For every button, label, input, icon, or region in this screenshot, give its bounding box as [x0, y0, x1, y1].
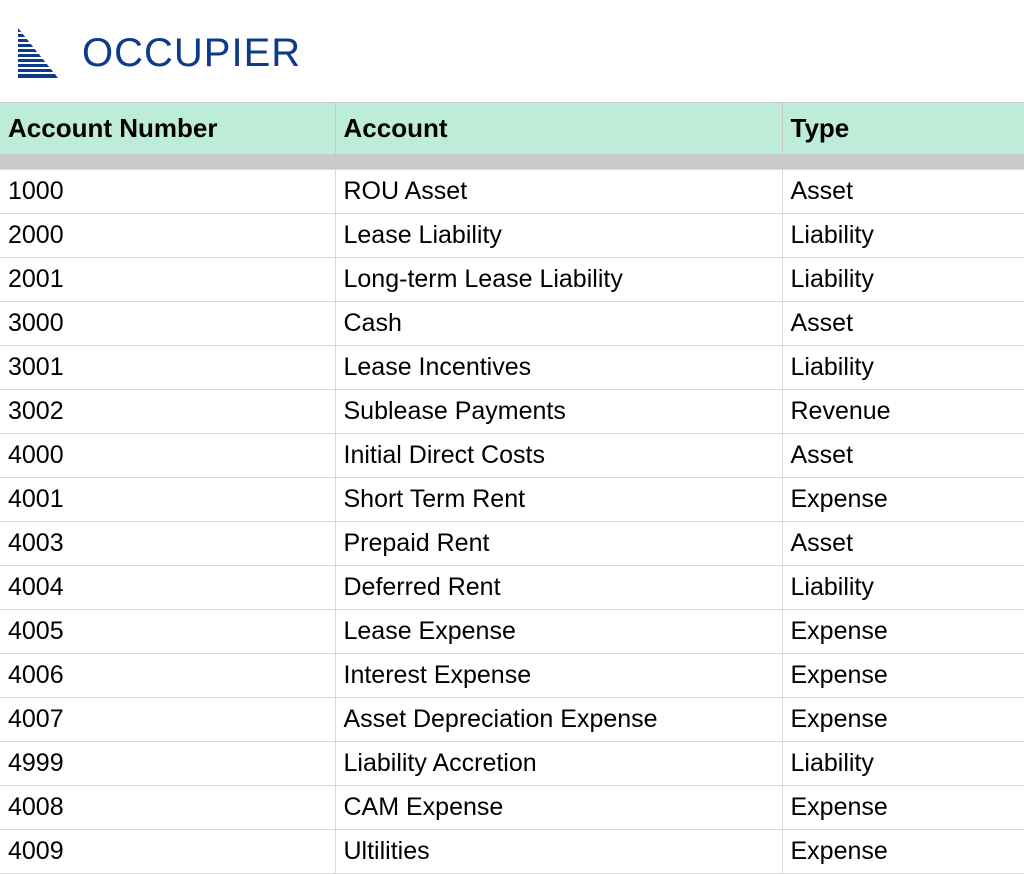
- cell-type: Expense: [782, 610, 1024, 654]
- table-row: 4004Deferred RentLiability: [0, 566, 1024, 610]
- cell-account: Lease Incentives: [335, 346, 782, 390]
- cell-account: Ultilities: [335, 830, 782, 874]
- cell-account-number: 1000: [0, 170, 335, 214]
- table-row: 1000ROU AssetAsset: [0, 170, 1024, 214]
- table-row: 4008CAM ExpenseExpense: [0, 786, 1024, 830]
- cell-account-number: 4000: [0, 434, 335, 478]
- cell-account-number: 4009: [0, 830, 335, 874]
- table-row: 2000Lease LiabilityLiability: [0, 214, 1024, 258]
- table-row: 3002Sublease PaymentsRevenue: [0, 390, 1024, 434]
- cell-account-number: 4999: [0, 742, 335, 786]
- table-row: 4003Prepaid RentAsset: [0, 522, 1024, 566]
- cell-type: Expense: [782, 830, 1024, 874]
- cell-type: Liability: [782, 566, 1024, 610]
- cell-account-number: 4001: [0, 478, 335, 522]
- cell-account: Deferred Rent: [335, 566, 782, 610]
- cell-type: Asset: [782, 522, 1024, 566]
- occupier-logo-icon: [18, 28, 58, 78]
- table-row: 4009UltilitiesExpense: [0, 830, 1024, 874]
- cell-type: Asset: [782, 302, 1024, 346]
- cell-account: ROU Asset: [335, 170, 782, 214]
- table-row: 4006Interest ExpenseExpense: [0, 654, 1024, 698]
- table-row: 3000CashAsset: [0, 302, 1024, 346]
- col-header-account: Account: [335, 103, 782, 155]
- header-divider: [0, 155, 1024, 170]
- table-body: 1000ROU AssetAsset2000Lease LiabilityLia…: [0, 155, 1024, 874]
- cell-type: Expense: [782, 478, 1024, 522]
- col-header-account-number: Account Number: [0, 103, 335, 155]
- cell-account-number: 3001: [0, 346, 335, 390]
- accounts-table: Account Number Account Type 1000ROU Asse…: [0, 102, 1024, 874]
- cell-account-number: 3002: [0, 390, 335, 434]
- table-row: 2001Long-term Lease LiabilityLiability: [0, 258, 1024, 302]
- cell-account-number: 4005: [0, 610, 335, 654]
- cell-type: Asset: [782, 434, 1024, 478]
- cell-account-number: 4007: [0, 698, 335, 742]
- brand-name: OCCUPIER: [82, 31, 301, 76]
- cell-type: Liability: [782, 742, 1024, 786]
- cell-account: Short Term Rent: [335, 478, 782, 522]
- table-row: 3001Lease IncentivesLiability: [0, 346, 1024, 390]
- cell-account: Prepaid Rent: [335, 522, 782, 566]
- cell-account-number: 4006: [0, 654, 335, 698]
- cell-account: Sublease Payments: [335, 390, 782, 434]
- brand-header: OCCUPIER: [0, 0, 1024, 102]
- cell-type: Expense: [782, 698, 1024, 742]
- cell-account: Asset Depreciation Expense: [335, 698, 782, 742]
- cell-type: Expense: [782, 786, 1024, 830]
- cell-account-number: 2000: [0, 214, 335, 258]
- table-row: 4007Asset Depreciation ExpenseExpense: [0, 698, 1024, 742]
- cell-account-number: 4004: [0, 566, 335, 610]
- cell-account-number: 4003: [0, 522, 335, 566]
- cell-account: Lease Liability: [335, 214, 782, 258]
- table-row: 4000Initial Direct CostsAsset: [0, 434, 1024, 478]
- cell-account: Liability Accretion: [335, 742, 782, 786]
- cell-type: Liability: [782, 346, 1024, 390]
- cell-type: Liability: [782, 214, 1024, 258]
- table-row: 4001Short Term RentExpense: [0, 478, 1024, 522]
- cell-account-number: 3000: [0, 302, 335, 346]
- cell-account: CAM Expense: [335, 786, 782, 830]
- cell-account-number: 2001: [0, 258, 335, 302]
- col-header-type: Type: [782, 103, 1024, 155]
- table-row: 4005Lease ExpenseExpense: [0, 610, 1024, 654]
- cell-account-number: 4008: [0, 786, 335, 830]
- cell-type: Revenue: [782, 390, 1024, 434]
- cell-type: Asset: [782, 170, 1024, 214]
- cell-account: Long-term Lease Liability: [335, 258, 782, 302]
- cell-account: Interest Expense: [335, 654, 782, 698]
- table-row: 4999Liability AccretionLiability: [0, 742, 1024, 786]
- cell-account: Lease Expense: [335, 610, 782, 654]
- cell-type: Expense: [782, 654, 1024, 698]
- table-header-row: Account Number Account Type: [0, 103, 1024, 155]
- cell-account: Cash: [335, 302, 782, 346]
- cell-type: Liability: [782, 258, 1024, 302]
- cell-account: Initial Direct Costs: [335, 434, 782, 478]
